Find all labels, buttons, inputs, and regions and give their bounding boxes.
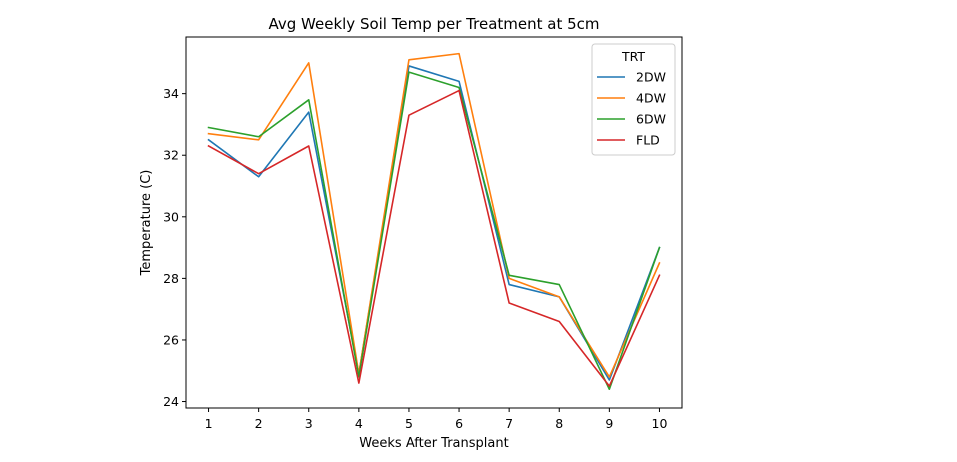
- x-tick-label: 5: [405, 416, 413, 431]
- legend-entries: 2DW 4DW 6DW FLD: [597, 70, 666, 148]
- legend-box: [591, 43, 676, 156]
- plot-lines: [207, 52, 661, 391]
- y-axis: 24 26 28 30 32 34: [163, 86, 186, 409]
- plot-frame: [185, 36, 683, 409]
- chart-title: Avg Weekly Soil Temp per Treatment at 5c…: [268, 15, 599, 33]
- x-tick-label: 1: [205, 416, 213, 431]
- y-tick-label: 28: [163, 271, 179, 286]
- x-tick-label: 6: [455, 416, 463, 431]
- legend-label-4dw: 4DW: [636, 91, 666, 106]
- series-line-6dw: [207, 71, 661, 391]
- x-tick-label: 9: [605, 416, 613, 431]
- legend-label-2dw: 2DW: [636, 70, 666, 85]
- x-tick-label: 2: [255, 416, 263, 431]
- x-tick-label: 7: [505, 416, 513, 431]
- x-tick-label: 8: [555, 416, 563, 431]
- x-tick-label: 3: [305, 416, 313, 431]
- y-tick-label: 30: [163, 209, 179, 224]
- legend-label-fld: FLD: [636, 133, 660, 148]
- legend-title: TRT: [621, 49, 645, 64]
- y-axis-title: Temperature (C): [139, 170, 154, 277]
- y-tick-label: 32: [163, 148, 179, 163]
- legend-label-6dw: 6DW: [636, 112, 666, 127]
- x-tick-label: 10: [652, 416, 668, 431]
- y-tick-label: 24: [163, 394, 179, 409]
- series-line-fld: [207, 89, 661, 387]
- y-tick-label: 34: [163, 86, 179, 101]
- y-tick-label: 26: [163, 332, 179, 347]
- x-tick-label: 4: [355, 416, 363, 431]
- x-axis: 1 2 3 4 5 6 7 8 9 10: [205, 408, 668, 431]
- legend: TRT 2DW 4DW 6DW FLD: [591, 43, 676, 156]
- x-axis-title: Weeks After Transplant: [359, 436, 508, 451]
